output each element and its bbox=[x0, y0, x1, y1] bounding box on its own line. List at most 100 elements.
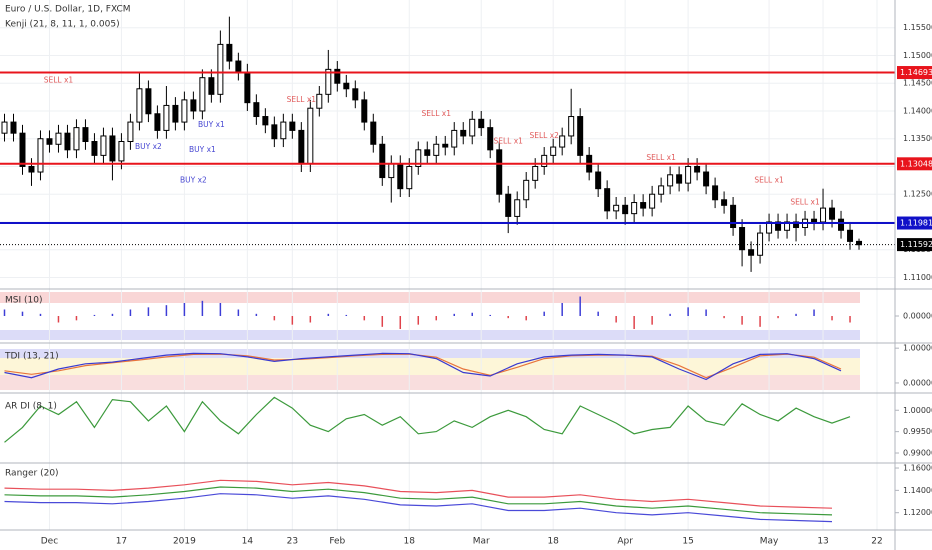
x-tick-label: May bbox=[760, 537, 779, 547]
y-tick-label: 1.12000 bbox=[903, 508, 932, 517]
signal-label: SELL x1 bbox=[646, 153, 676, 162]
signal-label: SELL x1 bbox=[422, 109, 452, 118]
candle-body bbox=[379, 143, 386, 179]
candle-body bbox=[127, 121, 134, 143]
candle-body bbox=[370, 121, 377, 145]
x-tick-label: 13 bbox=[817, 537, 828, 547]
candle-body bbox=[469, 118, 476, 137]
tdi-upper-band bbox=[0, 349, 860, 358]
indicator-line bbox=[4, 396, 851, 443]
candle-body bbox=[820, 207, 827, 223]
level-label-box bbox=[897, 216, 932, 230]
candle-body bbox=[190, 99, 197, 112]
candle-body bbox=[109, 135, 116, 162]
candle-body bbox=[145, 88, 152, 115]
candle-body bbox=[667, 174, 674, 187]
signal-label: SELL x1 bbox=[44, 75, 74, 84]
y-tick-label: 1.14000 bbox=[903, 486, 932, 495]
candle-body bbox=[271, 124, 278, 140]
tdi-lower-band bbox=[0, 375, 860, 390]
candle-body bbox=[325, 68, 332, 95]
candle-body bbox=[118, 141, 125, 162]
level-label-box bbox=[897, 66, 932, 80]
level-label-box bbox=[897, 157, 932, 171]
indicator-line bbox=[4, 486, 833, 516]
candle-body bbox=[244, 71, 251, 104]
y-tick-label: 1.16000 bbox=[903, 464, 932, 473]
candle-body bbox=[730, 204, 737, 229]
candle-body bbox=[406, 165, 413, 190]
signal-label: BUY x2 bbox=[135, 142, 162, 151]
candle-body bbox=[523, 179, 530, 201]
candle-body bbox=[505, 193, 512, 217]
x-tick-label: 17 bbox=[116, 537, 127, 547]
candle-body bbox=[163, 104, 170, 131]
candle-body bbox=[307, 107, 314, 165]
candle-body bbox=[532, 165, 539, 181]
msi-lower-band bbox=[0, 330, 860, 340]
signal-label: SELL x1 bbox=[287, 95, 317, 104]
candle-body bbox=[343, 82, 350, 90]
candle-body bbox=[208, 77, 215, 95]
candle-body bbox=[541, 154, 548, 167]
candle-body bbox=[703, 171, 710, 187]
candle-body bbox=[226, 43, 233, 62]
candle-body bbox=[604, 188, 611, 212]
candle-body bbox=[694, 165, 701, 173]
candle-body bbox=[334, 68, 341, 84]
indicator-line bbox=[4, 352, 842, 381]
signal-label: SELL x1 bbox=[493, 137, 523, 146]
msi-upper-band bbox=[0, 292, 860, 303]
tdi-middle-band bbox=[0, 358, 860, 375]
candle-body bbox=[55, 132, 62, 145]
candle-body bbox=[550, 146, 557, 156]
candle-body bbox=[442, 143, 449, 148]
candle-body bbox=[199, 77, 206, 112]
candle-body bbox=[280, 121, 287, 140]
y-tick-label: 1.14500 bbox=[903, 79, 932, 88]
candle-body bbox=[811, 218, 818, 223]
candle-body bbox=[514, 199, 521, 217]
level-label: 1.11592 bbox=[900, 240, 932, 249]
signal-label: SELL x2 bbox=[529, 131, 559, 140]
x-tick-label: 23 bbox=[287, 537, 298, 547]
candle-body bbox=[739, 227, 746, 251]
candle-body bbox=[262, 116, 269, 126]
x-tick-label: 18 bbox=[404, 537, 416, 547]
candle-body bbox=[424, 149, 431, 156]
candle-body bbox=[775, 221, 782, 231]
candle-body bbox=[19, 132, 26, 167]
panel-title: TDI (13, 21) bbox=[4, 352, 59, 362]
candle-body bbox=[217, 43, 224, 95]
candle-body bbox=[361, 99, 368, 123]
candle-body bbox=[766, 221, 773, 234]
x-tick-label: 18 bbox=[547, 537, 559, 547]
signal-label: BUY x1 bbox=[189, 145, 216, 154]
candle-body bbox=[397, 163, 404, 190]
candle-body bbox=[748, 249, 755, 256]
y-tick-label: 1.12500 bbox=[903, 190, 932, 199]
candle-body bbox=[640, 202, 647, 209]
candle-body bbox=[496, 149, 503, 195]
candle-body bbox=[460, 129, 467, 137]
plot-layer: SELL x1 BUY x2 BUY x1 BUY x2 BUY x1 SELL x1 SE… bbox=[0, 0, 895, 530]
candle-body bbox=[676, 174, 683, 184]
candle-body bbox=[793, 221, 800, 229]
candle-body bbox=[289, 121, 296, 131]
candle-body bbox=[613, 204, 620, 212]
candle-body bbox=[136, 88, 143, 123]
y-tick-label: 1.13500 bbox=[903, 134, 932, 143]
candle-body bbox=[181, 99, 188, 123]
candle-body bbox=[757, 232, 764, 256]
candle-body bbox=[622, 204, 629, 215]
signal-label: BUY x2 bbox=[180, 175, 207, 184]
candle-body bbox=[46, 138, 53, 145]
candle-body bbox=[577, 116, 584, 156]
candle-body bbox=[631, 202, 638, 215]
candle-body bbox=[487, 127, 494, 151]
candle-body bbox=[712, 185, 719, 201]
